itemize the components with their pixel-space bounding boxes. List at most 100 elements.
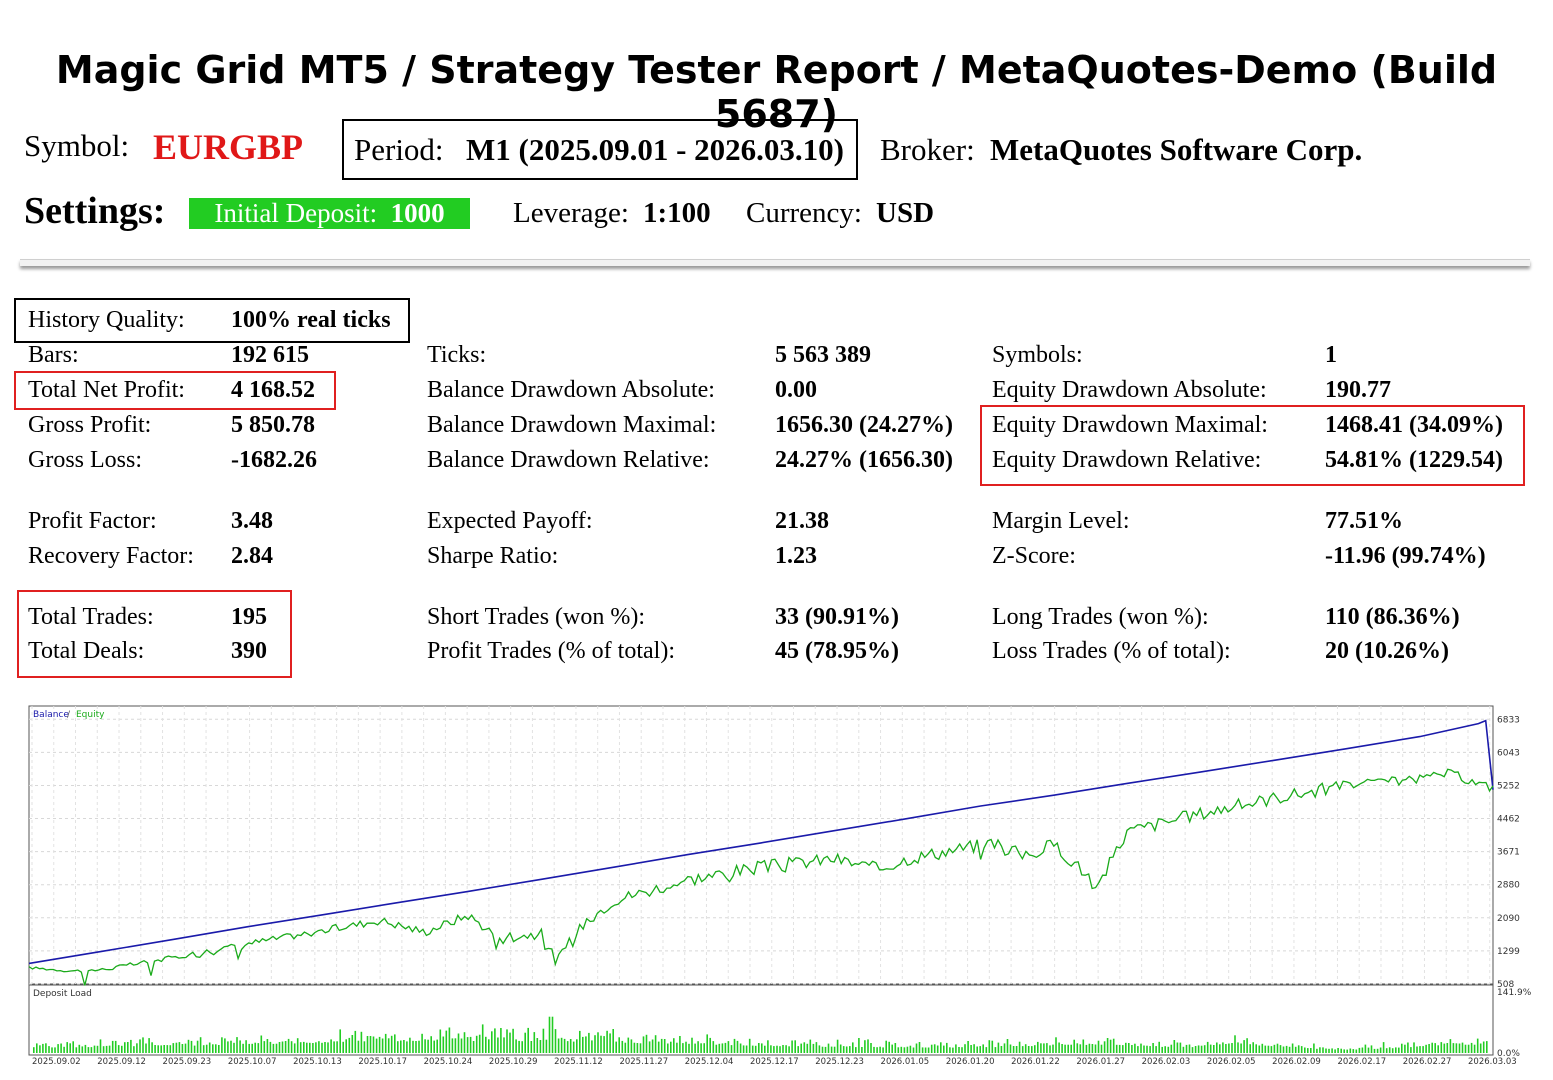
stat-label: Balance Drawdown Maximal: (427, 412, 717, 438)
deposit-load-bar (551, 1016, 554, 1053)
deposit-load-bar (212, 1044, 214, 1053)
deposit-load-bar (1140, 1043, 1142, 1053)
deposit-load-bar (166, 1045, 169, 1053)
deposit-load-bar (1246, 1038, 1248, 1053)
deposit-load-bar (1146, 1045, 1148, 1053)
deposit-load-bar (1367, 1047, 1370, 1053)
deposit-load-bar (342, 1041, 344, 1053)
deposit-load-bar (375, 1038, 378, 1053)
deposit-load-bar (536, 1038, 539, 1053)
deposit-load-bar (1425, 1044, 1427, 1053)
deposit-load-bar (1222, 1042, 1224, 1053)
stat-value: 3.48 (231, 508, 273, 534)
leverage-value: 1:100 (643, 197, 711, 229)
deposit-load-bar (1261, 1043, 1264, 1053)
deposit-load-bar (627, 1037, 630, 1053)
deposit-load-bar (36, 1043, 38, 1053)
deposit-load-bar (1167, 1046, 1170, 1053)
deposit-load-bar (366, 1036, 369, 1053)
deposit-load-bar (1340, 1048, 1342, 1053)
deposit-load-bar (160, 1045, 162, 1053)
deposit-load-bar (299, 1042, 302, 1053)
deposit-load-bar (494, 1028, 496, 1053)
deposit-load-bar (1325, 1048, 1327, 1053)
deposit-load-bar (1003, 1043, 1006, 1053)
deposit-load-bar (345, 1039, 347, 1053)
deposit-load-bar (527, 1027, 529, 1053)
deposit-load-bar (57, 1044, 59, 1053)
deposit-load-bar (1206, 1041, 1209, 1053)
deposit-load-bar (764, 1045, 766, 1053)
deposit-load-bar (882, 1047, 884, 1053)
deposit-load-bar (99, 1039, 102, 1053)
currency-label: Currency: (746, 197, 862, 229)
deposit-load-bar (81, 1046, 84, 1053)
deposit-load-bar (867, 1039, 869, 1053)
deposit-load-bar (412, 1040, 414, 1053)
x-tick-label: 2025.09.23 (163, 1057, 212, 1067)
deposit-load-bar (1219, 1044, 1221, 1053)
deposit-load-bar (1009, 1044, 1012, 1053)
deposit-load-bar (964, 1044, 966, 1053)
deposit-load-bar (448, 1027, 451, 1053)
deposit-load-bar (588, 1032, 590, 1053)
deposit-load-bar (1197, 1045, 1200, 1053)
deposit-load-bar (1416, 1046, 1418, 1053)
equity-series-line (28, 768, 1494, 986)
deposit-load-bar (260, 1035, 263, 1053)
deposit-load-bar (1100, 1044, 1103, 1053)
deposit-label: Initial Deposit: (214, 198, 378, 228)
deposit-load-bar (1291, 1043, 1294, 1053)
deposit-load-bar (233, 1042, 235, 1053)
stat-value: 110 (86.36%) (1325, 604, 1460, 630)
deposit-load-bar (712, 1041, 715, 1053)
deposit-load-bar (1428, 1044, 1430, 1053)
deposit-load-bar (1006, 1039, 1009, 1053)
deposit-load-bar (384, 1033, 387, 1053)
deposit-load-bar (1191, 1047, 1194, 1053)
y-tick-label: 3671 (1497, 848, 1520, 858)
deposit-load-bar (797, 1046, 799, 1053)
deposit-load-bar (636, 1043, 639, 1053)
deposit-load-bar (248, 1043, 250, 1053)
deposit-load-bar (69, 1043, 71, 1053)
deposit-load-bar (952, 1047, 954, 1053)
deposit-load-bar (284, 1041, 287, 1053)
deposit-load-bar (785, 1045, 787, 1053)
stat-value: 5 850.78 (231, 412, 315, 438)
deposit-load-bar (433, 1040, 435, 1053)
deposit-load-bar (1352, 1049, 1355, 1053)
x-tick-label: 2025.10.29 (489, 1057, 538, 1067)
deposit-load-bar (190, 1040, 193, 1053)
deposit-load-bar (139, 1039, 141, 1053)
deposit-load-bar (269, 1041, 272, 1053)
deposit-load-bar (78, 1044, 81, 1053)
deposit-load-bar (1188, 1044, 1191, 1053)
deposit-load-bar (1152, 1043, 1154, 1053)
deposit-load-bar (381, 1038, 384, 1053)
deposit-load-bar (1228, 1043, 1230, 1053)
deposit-load-bar (858, 1038, 860, 1053)
deposit-load-bar (1470, 1042, 1473, 1053)
deposit-load-bar (806, 1043, 809, 1053)
deposit-load-bar (651, 1039, 654, 1053)
deposit-load-bar (1473, 1044, 1476, 1053)
deposit-load-bar (242, 1043, 244, 1053)
deposit-load-bar (387, 1038, 390, 1053)
deposit-load-bar (927, 1047, 930, 1053)
deposit-load-bar (1385, 1048, 1388, 1053)
deposit-load-bar (1398, 1047, 1400, 1053)
deposit-load-bar (579, 1030, 581, 1053)
deposit-load-bar (48, 1046, 50, 1053)
deposit-load-bar (1419, 1046, 1421, 1053)
deposit-load-bar (591, 1040, 593, 1053)
deposit-load-bar (394, 1034, 396, 1053)
deposit-load-bar (418, 1040, 420, 1053)
deposit-load-bar (263, 1041, 266, 1053)
deposit-load-bar (1109, 1039, 1112, 1053)
stat-value: 33 (90.91%) (775, 604, 899, 630)
deposit-load-bar (1143, 1045, 1145, 1053)
deposit-load-bar (845, 1046, 848, 1053)
deposit-load-bar (751, 1045, 754, 1053)
deposit-load-bar (475, 1035, 478, 1053)
